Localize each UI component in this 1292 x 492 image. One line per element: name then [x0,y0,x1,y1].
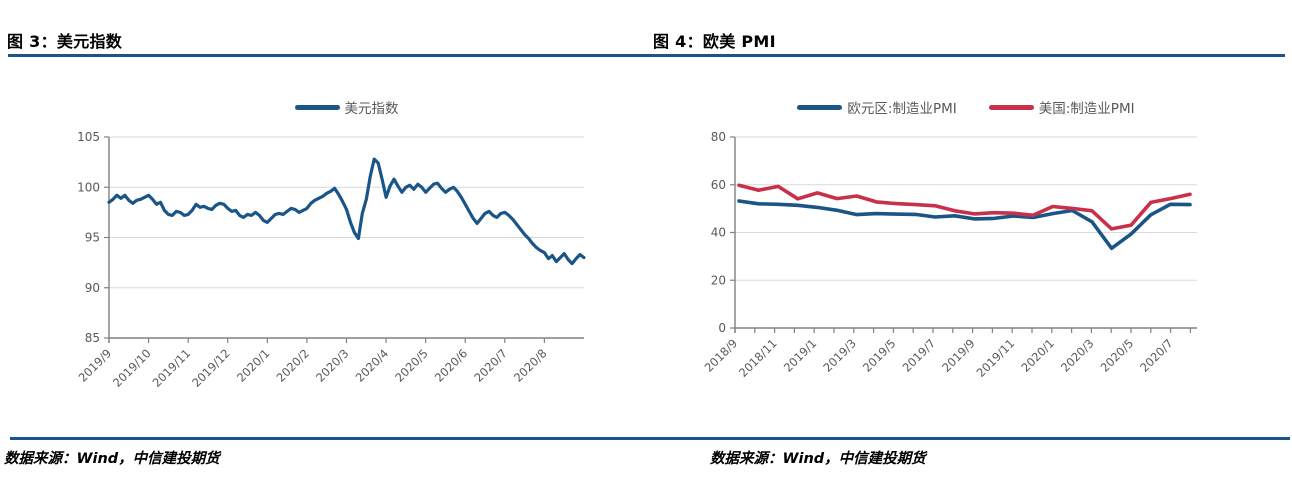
x-tick-label: 2019/11 [150,346,194,390]
x-tick-label: 2020/5 [392,346,431,385]
figure3-legend: 美元指数 [109,97,584,117]
x-tick-label: 2020/2 [274,346,313,385]
legend-entry: 美国:制造业PMI [988,97,1135,117]
series-line-美元指数 [107,157,586,266]
y-tick-label: 95 [85,231,100,245]
y-tick-label: 0 [718,321,726,335]
legend-entry: 美元指数 [294,97,399,117]
x-tick-label: 2018/9 [702,336,741,375]
x-tick-label: 2020/4 [353,346,392,385]
figure3-panel: 85 90 95 100 105 2019/9 2019/10 2019/11 2019/12 2… [4,32,646,467]
x-tick-label: 2019/9 [76,346,115,385]
y-tick-label: 100 [77,180,100,194]
legend-entry: 欧元区:制造业PMI [797,97,957,117]
legend-swatch [797,104,843,110]
x-tick-label: 2020/5 [1098,336,1137,375]
y-tick-label: 105 [77,130,100,144]
figure3-header-rule [8,54,646,57]
x-tick-label: 2020/3 [313,346,352,385]
figure4-panel: 0 20 40 60 80 2018/9 2018/11 2019/1 2019/3 2019/5… [646,0,1292,492]
x-tick-label: 2020/1 [234,346,273,385]
series-line-欧元区:制造业PMI [737,199,1192,251]
x-tick-label: 2020/7 [1137,336,1176,375]
figure4-header-rule [646,54,1285,57]
y-tick-label: 85 [85,331,100,345]
x-tick-label: 2019/7 [900,336,939,375]
figure4-footer-rule [646,437,1290,440]
figure3-footer-rule [10,437,646,440]
x-tick-label: 2019/1 [781,336,820,375]
y-tick-label: 90 [85,281,100,295]
x-tick-label: 2019/10 [110,346,154,390]
figure4-source: 数据来源：Wind，中信建投期货 [710,451,926,467]
x-tick-label: 2018/11 [736,336,780,380]
x-tick-label: 2020/8 [511,346,550,385]
legend-label: 美元指数 [344,101,399,117]
figure4-title: 图 4：欧美 PMI [653,32,776,51]
x-tick-label: 2019/3 [820,336,859,375]
x-tick-label: 2020/1 [1018,336,1057,375]
x-tick-label: 2019/11 [974,336,1018,380]
x-tick-label: 2019/5 [860,336,899,375]
series-line-美国:制造业PMI [737,183,1192,231]
y-tick-label: 40 [711,226,726,240]
y-tick-label: 80 [711,130,726,144]
x-tick-label: 2020/6 [432,346,471,385]
legend-label: 美国:制造业PMI [1038,101,1135,117]
y-tick-label: 60 [711,178,726,192]
x-tick-label: 2019/9 [939,336,978,375]
legend-swatch [988,104,1034,110]
x-tick-label: 2019/12 [189,346,233,390]
x-tick-label: 2020/3 [1058,336,1097,375]
y-tick-label: 20 [711,273,726,287]
figure4-legend: 欧元区:制造业PMI 美国:制造业PMI [735,97,1197,117]
legend-swatch [294,104,340,110]
legend-label: 欧元区:制造业PMI [847,101,957,117]
figure3-source: 数据来源：Wind，中信建投期货 [4,451,220,467]
x-tick-label: 2020/7 [471,346,510,385]
figure3-title: 图 3：美元指数 [7,32,123,51]
